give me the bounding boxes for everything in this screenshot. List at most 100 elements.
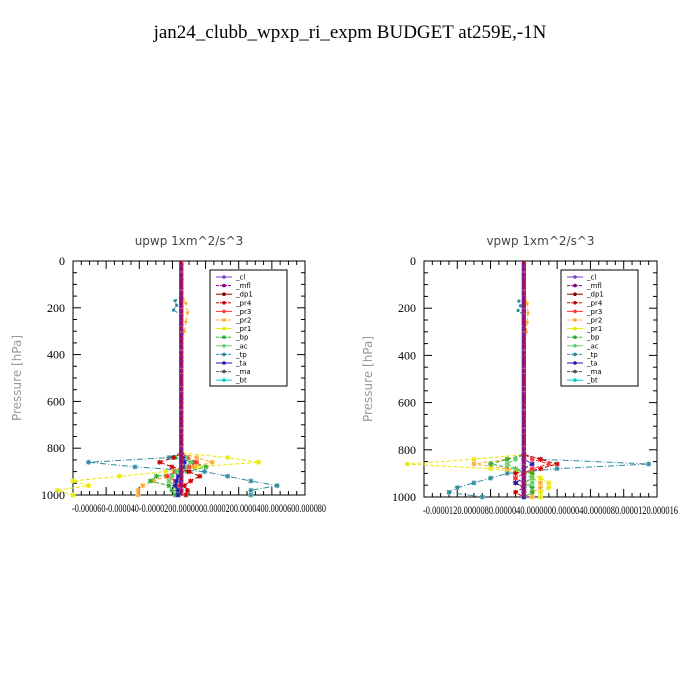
series-point_pr1 — [116, 473, 122, 479]
series-point_tp — [274, 483, 280, 489]
series-point_pr2 — [185, 310, 190, 315]
zero-profile-marker — [521, 392, 526, 396]
series-point_tp — [454, 485, 460, 491]
series-point_ta — [175, 473, 181, 479]
series-point_pr1 — [70, 478, 76, 484]
zero-profile-marker — [179, 378, 184, 382]
zero-profile-marker — [521, 433, 526, 437]
legend-marker — [222, 335, 226, 340]
zero-profile-marker — [179, 295, 184, 299]
series-point_ta — [513, 480, 519, 486]
series-point_pr4 — [538, 466, 543, 472]
series-point_ac — [504, 461, 510, 467]
zero-profile-marker — [521, 355, 526, 359]
series-point_ac — [183, 464, 189, 470]
zero-profile-marker — [179, 323, 184, 327]
zero-profile-marker — [521, 461, 526, 465]
series-point_pr2 — [191, 464, 197, 470]
legend-label: _bt — [586, 377, 598, 385]
series-point_pr1 — [225, 455, 231, 461]
zero-profile-marker — [179, 429, 184, 433]
zero-profile-marker — [521, 484, 526, 488]
series-point_bp — [529, 485, 535, 491]
legend-marker — [573, 352, 577, 357]
zero-profile-marker — [179, 442, 184, 446]
series-point_pr2 — [471, 461, 477, 467]
y-tick-label: 600 — [47, 394, 65, 408]
series-point_pr4 — [197, 473, 203, 479]
series-point_tp — [248, 492, 254, 498]
zero-profile-marker — [521, 396, 526, 400]
zero-profile-marker — [179, 424, 184, 428]
series-point_pr1 — [194, 464, 200, 470]
legend-label: _ta — [235, 360, 247, 368]
series-point_bp — [166, 483, 172, 489]
series-point_tp — [488, 475, 494, 481]
y-tick-label: 0 — [410, 254, 416, 268]
legend-marker — [222, 309, 226, 314]
series-point_pr4 — [171, 455, 177, 461]
series-point_ta — [181, 459, 187, 465]
legend-label: _pr2 — [235, 317, 251, 325]
zero-profile-marker — [179, 438, 184, 442]
series-point_pr2 — [182, 329, 186, 333]
zero-profile-marker — [179, 373, 184, 377]
series-point_pr1 — [256, 459, 262, 465]
series-point_tp — [173, 299, 177, 303]
series-point_tp — [471, 480, 477, 486]
legend-label: _pr3 — [586, 308, 602, 316]
legend-marker — [222, 352, 226, 357]
zero-profile-marker — [179, 484, 184, 488]
legend-marker — [573, 335, 577, 340]
zero-profile-marker — [521, 410, 526, 414]
zero-profile-marker — [179, 300, 184, 304]
legend-marker — [573, 309, 577, 314]
series-point_pr2 — [135, 492, 141, 498]
series-point_pr1 — [471, 456, 477, 462]
zero-profile-marker — [179, 470, 184, 474]
series-point_ta — [175, 487, 181, 493]
zero-profile-marker — [521, 452, 526, 456]
zero-profile-marker — [521, 456, 526, 460]
series-point_pr2 — [538, 480, 543, 486]
series-point_tp — [446, 489, 452, 495]
zero-profile-marker — [179, 410, 184, 414]
legend-label: _bp — [586, 334, 600, 342]
zero-profile-marker — [179, 272, 184, 276]
series-point_pr1 — [538, 475, 543, 481]
zero-profile-marker — [179, 401, 184, 405]
zero-profile-marker — [179, 383, 184, 387]
zero-profile-marker — [521, 360, 526, 364]
series-point_pr2 — [140, 483, 146, 489]
zero-profile-marker — [521, 323, 526, 327]
zero-profile-marker — [179, 387, 184, 391]
series-point_tp — [517, 299, 521, 303]
zero-profile-marker — [179, 479, 184, 483]
legend-marker — [222, 275, 226, 279]
y-tick-label: 400 — [47, 348, 65, 362]
series-point_bp — [504, 456, 510, 462]
y-tick-label: 200 — [47, 301, 65, 315]
zero-profile-marker — [179, 318, 184, 322]
series-point_pr4 — [538, 456, 543, 462]
legend-label: _pr2 — [586, 317, 602, 325]
y-tick-label: 1000 — [392, 490, 416, 504]
zero-profile-marker — [179, 452, 184, 456]
legend-label: _pr1 — [235, 325, 251, 333]
series-point_pr4 — [186, 469, 192, 475]
legend-marker — [222, 378, 226, 383]
zero-profile-marker — [179, 456, 184, 460]
legend-label: _bt — [235, 377, 247, 385]
zero-profile-marker — [179, 314, 184, 318]
zero-profile-marker — [179, 364, 184, 368]
y-axis-label: Pressure [hPa] — [10, 335, 24, 421]
plot-panel-2: vpwp 1xm^2/s^3 Pressure [hPa] 0 200 400 600 80… — [361, 234, 678, 517]
legend-marker — [222, 369, 226, 374]
series-point_bp — [488, 461, 494, 467]
zero-profile-marker — [179, 433, 184, 437]
series-point_bp — [172, 492, 178, 498]
legend-label: _pr3 — [235, 308, 251, 316]
series-point_tp — [225, 473, 231, 479]
legend-label: _ta — [586, 360, 598, 368]
series-point_pr2 — [150, 478, 156, 484]
